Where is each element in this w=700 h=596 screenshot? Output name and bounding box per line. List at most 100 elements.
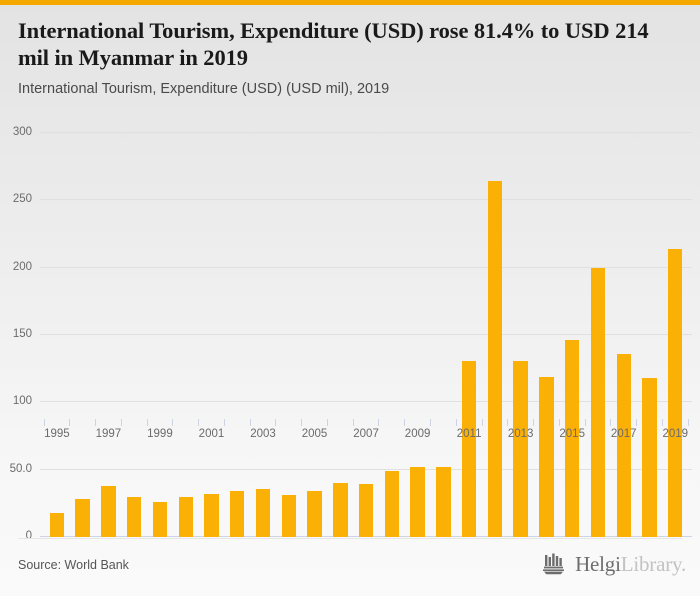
y-axis-tick-label: 200 — [12, 260, 32, 273]
x-axis-tick — [481, 419, 508, 453]
bar[interactable] — [152, 502, 168, 537]
brand-name-secondary: Library. — [620, 551, 686, 576]
x-axis-tick-label: 2019 — [662, 428, 689, 440]
bar[interactable] — [178, 496, 193, 537]
x-axis-tick-mark — [172, 419, 174, 426]
plot-inner: 0 50.0 100 150 200 250 300 — [10, 126, 692, 542]
bar[interactable] — [616, 353, 631, 537]
gridline: 300 — [13, 126, 692, 138]
bar[interactable] — [564, 340, 580, 537]
bar-slot — [276, 133, 302, 537]
x-axis-tick-mark — [507, 419, 509, 426]
x-axis-tick: 2007 — [352, 419, 379, 453]
bar[interactable] — [333, 483, 348, 537]
bar-slot — [70, 133, 96, 537]
bar-slot — [662, 133, 688, 537]
x-axis-tick-label: 2013 — [507, 428, 534, 440]
x-axis-tick-mark — [95, 419, 97, 426]
bar-slot — [559, 133, 585, 537]
bar[interactable] — [513, 360, 528, 537]
bar-slot — [224, 133, 250, 537]
y-axis-tick-label: 0 — [25, 530, 32, 542]
gridline: 150 — [13, 328, 692, 340]
x-axis-tick-mark — [404, 419, 406, 426]
x-axis-tick: 2013 — [507, 419, 534, 453]
bar[interactable] — [358, 484, 374, 537]
x-axis-tick: 2015 — [558, 419, 585, 453]
bar-series — [40, 133, 692, 537]
x-axis-tick-mark — [249, 419, 251, 426]
x-axis-tick-mark — [378, 419, 380, 426]
bar-slot — [508, 133, 534, 537]
x-axis-tick — [275, 419, 302, 453]
bar[interactable] — [230, 491, 245, 537]
bar[interactable] — [75, 499, 90, 537]
bar[interactable] — [642, 378, 657, 537]
bar-slot — [96, 133, 122, 537]
x-axis-tick: 2009 — [404, 419, 431, 453]
bar[interactable] — [126, 496, 142, 537]
y-axis-tick-label: 250 — [12, 193, 32, 206]
x-axis-tick: 2019 — [661, 419, 689, 453]
x-axis-tick-mark — [533, 419, 535, 426]
x-axis-tick-label: 2005 — [301, 428, 328, 440]
x-axis-tick-mark — [455, 419, 457, 426]
x-axis-ticks: 1995 1997 1999 2001 2003 2005 2007 2009 2011 2013… — [43, 419, 689, 453]
bar[interactable] — [281, 495, 296, 537]
bar[interactable] — [487, 181, 503, 537]
x-axis-tick-mark — [481, 419, 483, 426]
bar[interactable] — [255, 488, 271, 537]
bar[interactable] — [668, 248, 683, 537]
bar[interactable] — [461, 360, 477, 537]
x-axis-tick — [69, 419, 96, 453]
gridline: 200 — [13, 261, 692, 273]
y-axis-tick-label: 50.0 — [9, 462, 32, 475]
x-axis-tick-label: 1997 — [95, 428, 122, 440]
bar[interactable] — [384, 471, 400, 537]
bar[interactable] — [539, 376, 554, 537]
y-axis-tick-label: 300 — [12, 126, 32, 138]
x-axis-tick — [636, 419, 663, 453]
bar[interactable] — [204, 493, 219, 537]
bar-slot — [250, 133, 276, 537]
bar-slot — [121, 133, 147, 537]
x-axis-tick-mark — [43, 419, 45, 426]
bar[interactable] — [49, 512, 65, 537]
x-axis-tick-mark — [198, 419, 200, 426]
bar-slot — [353, 133, 379, 537]
gridline: 50.0 — [10, 463, 692, 475]
x-axis-tick-mark — [352, 419, 354, 426]
x-axis-tick-mark — [661, 419, 663, 426]
x-axis-tick — [120, 419, 147, 453]
x-axis-tick-label: 2011 — [456, 428, 482, 440]
x-axis-tick-mark — [301, 419, 303, 426]
bar[interactable] — [436, 466, 451, 537]
x-axis-tick — [326, 419, 353, 453]
x-axis-tick-mark — [120, 419, 122, 426]
x-axis-tick — [172, 419, 199, 453]
x-axis-tick-mark — [326, 419, 328, 426]
bar-slot — [44, 133, 70, 537]
x-axis-tick: 2003 — [249, 419, 276, 453]
bar-slot — [379, 133, 405, 537]
x-axis-tick: 2017 — [610, 419, 637, 453]
x-axis-tick-mark — [610, 419, 612, 426]
bar[interactable] — [307, 491, 322, 537]
bar-slot — [173, 133, 199, 537]
x-axis-tick: 2011 — [455, 419, 482, 453]
brand-wordmark: HelgiLibrary. — [575, 551, 686, 576]
y-axis-tick-label: 150 — [12, 328, 32, 340]
x-axis-tick-label: 2017 — [610, 428, 637, 440]
bar-slot — [405, 133, 431, 537]
x-axis-tick-label: 1999 — [147, 428, 173, 440]
bar[interactable] — [410, 466, 425, 537]
bar-slot — [199, 133, 225, 537]
x-axis-tick-mark — [558, 419, 560, 426]
chart-subtitle: International Tourism, Expenditure (USD)… — [18, 81, 390, 97]
bar[interactable] — [101, 485, 116, 537]
bar[interactable] — [590, 267, 606, 537]
bar-slot — [147, 133, 173, 537]
x-axis-tick: 1999 — [146, 419, 173, 453]
helgi-library-icon — [543, 553, 565, 575]
